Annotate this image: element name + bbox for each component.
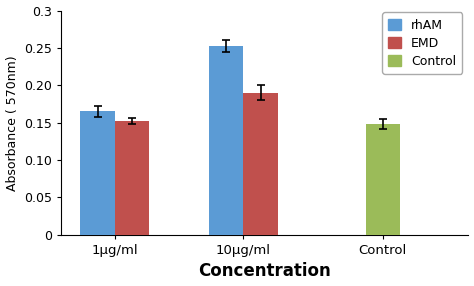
- Bar: [243, 93, 278, 235]
- Bar: [365, 124, 400, 235]
- Bar: [115, 121, 149, 235]
- X-axis label: Concentration: Concentration: [199, 263, 331, 281]
- Bar: [209, 46, 243, 235]
- Y-axis label: Absorbance ( 570nm): Absorbance ( 570nm): [6, 55, 18, 190]
- Legend: rhAM, EMD, Control: rhAM, EMD, Control: [382, 12, 462, 74]
- Bar: [81, 112, 115, 235]
